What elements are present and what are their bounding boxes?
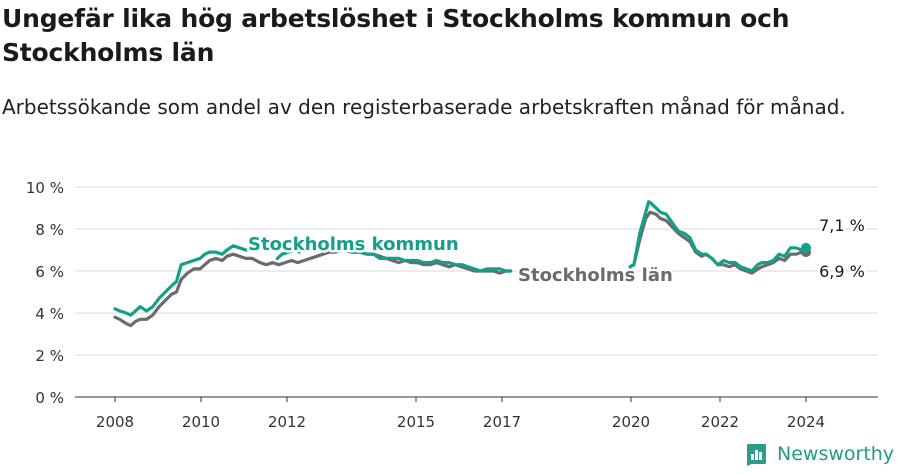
y-tick-label: 4 %	[35, 305, 64, 323]
end-point-kommun	[801, 242, 811, 253]
series-line-kommun	[113, 244, 254, 317]
x-tick-label: 2020	[612, 413, 650, 431]
series-label-kommun: Stockholms kommun	[248, 234, 459, 255]
series-label-kommun-halo: Stockholms kommun	[248, 234, 459, 255]
x-tick-label: 2017	[483, 413, 521, 431]
brand-name: Newsworthy	[777, 443, 895, 465]
end-value-label-lan-halo: 6,9 %	[819, 262, 865, 281]
x-tick-label: 2010	[182, 413, 220, 431]
newsworthy-logo-icon	[747, 444, 766, 466]
series-label-lan: Stockholms län	[518, 265, 673, 286]
y-tick-label: 6 %	[35, 263, 64, 281]
chart-subtitle: Arbetssökande som andel av den registerb…	[2, 95, 846, 119]
end-value-label-lan: 6,9 %	[819, 262, 865, 281]
end-value-label-kommun-halo: 7,1 %	[819, 216, 865, 235]
x-tick-label: 2008	[96, 413, 134, 431]
series-line-kommun	[351, 250, 513, 273]
series-line-kommun	[628, 200, 808, 273]
series-label-lan-halo: Stockholms län	[518, 265, 673, 286]
x-tick-label: 2024	[787, 413, 825, 431]
end-value-label-kommun: 7,1 %	[819, 216, 865, 235]
x-tick-label: 2015	[397, 413, 435, 431]
y-tick-label: 8 %	[35, 221, 64, 239]
brand-logo: Newsworthy	[744, 442, 894, 466]
y-tick-label: 2 %	[35, 347, 64, 365]
series-line-lan	[113, 248, 513, 328]
y-tick-label: 10 %	[26, 179, 64, 197]
chart-title: Ungefär lika hög arbetslöshet i Stockhol…	[2, 4, 790, 67]
x-tick-label: 2022	[701, 413, 739, 431]
y-tick-label: 0 %	[35, 389, 64, 407]
x-tick-label: 2012	[268, 413, 306, 431]
series-line-kommun	[275, 248, 301, 260]
